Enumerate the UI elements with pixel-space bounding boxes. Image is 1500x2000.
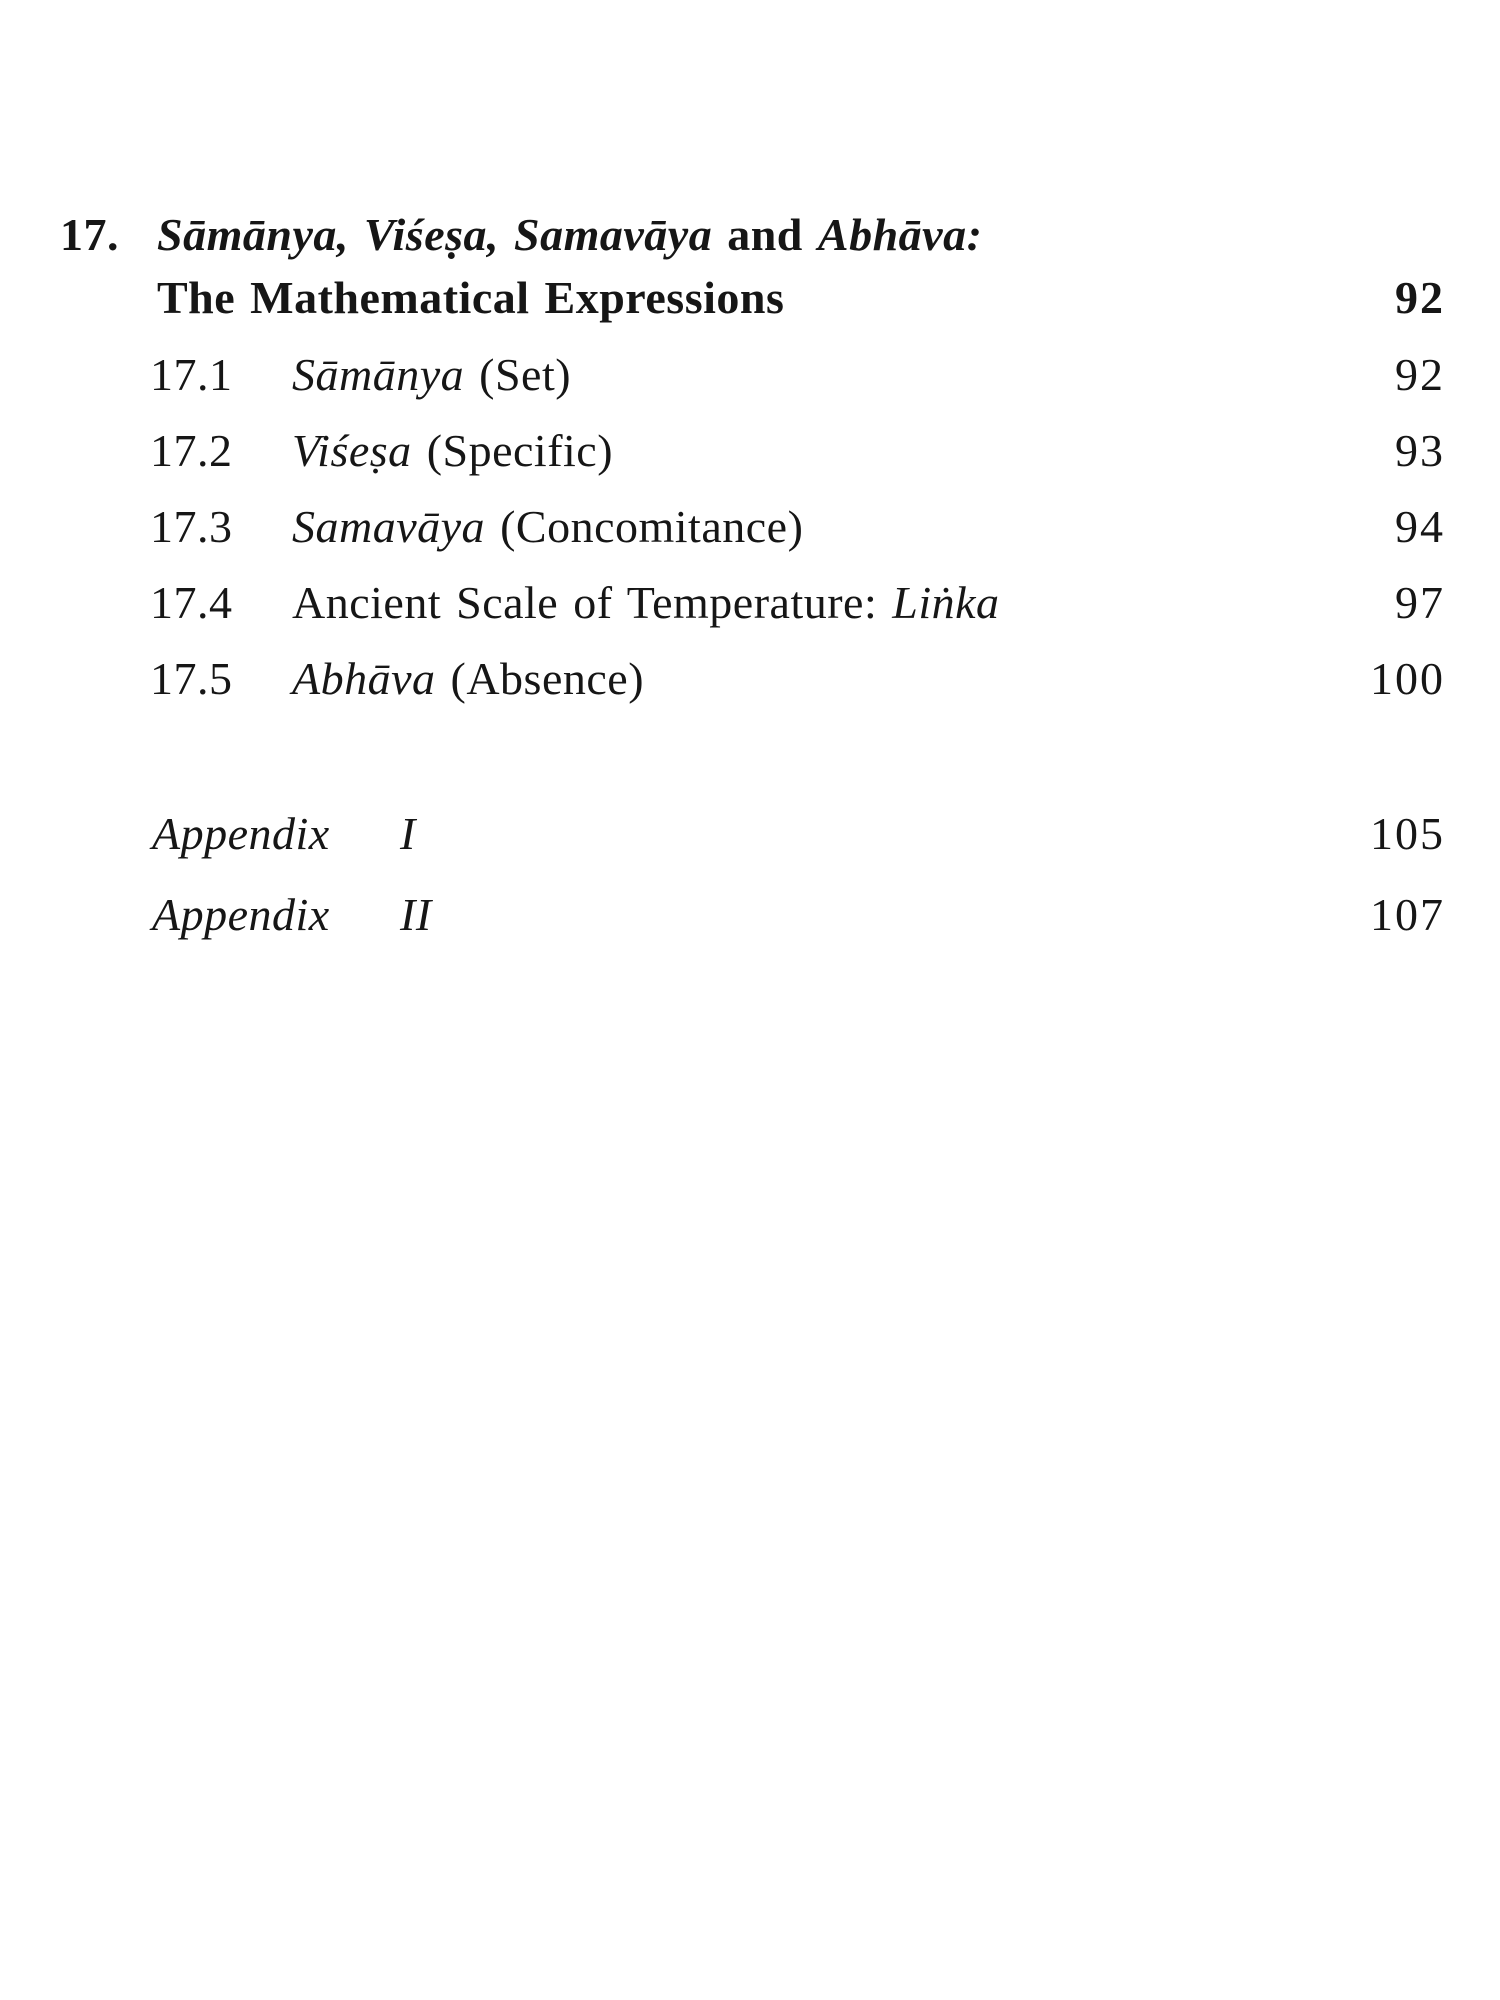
section-title-segment: (Specific) [411, 425, 614, 476]
section-title-segment: Abhāva [292, 653, 436, 704]
section-title-segment: Ancient Scale of Temperature: [292, 577, 893, 628]
chapter-title-segment: and [712, 209, 818, 260]
page-number: 92 [1395, 349, 1445, 400]
chapter-title-line2: The Mathematical Expressions [157, 272, 785, 323]
chapter-heading-line1: 17. Sāmānya, Viśeṣa, Samavāya and Abhāva… [0, 205, 1500, 269]
appendix-numeral: II [400, 889, 432, 940]
chapter-number: 17. [60, 209, 119, 260]
section-number: 17.2 [150, 425, 233, 476]
section-title: Abhāva (Absence) [292, 649, 644, 709]
toc-row-17-3: 17.3 Samavāya (Concomitance) 94 [0, 497, 1500, 561]
page-number: 92 [1395, 272, 1445, 323]
page-number: 94 [1395, 501, 1445, 552]
section-title-segment: (Concomitance) [485, 501, 804, 552]
section-title: Samavāya (Concomitance) [292, 497, 803, 557]
section-number: 17.3 [150, 501, 233, 552]
section-title: Sāmānya (Set) [292, 345, 571, 405]
section-title-segment: Samavāya [292, 501, 486, 552]
section-number: 17.1 [150, 349, 233, 400]
page-number: 105 [1370, 808, 1445, 859]
toc-row-17-4: 17.4 Ancient Scale of Temperature: Liṅka… [0, 573, 1500, 637]
toc-row-17-1: 17.1 Sāmānya (Set) 92 [0, 345, 1500, 409]
section-title-segment: (Absence) [435, 653, 645, 704]
appendix-label: Appendix [152, 808, 330, 859]
section-title-segment: Viśeṣa [292, 425, 412, 476]
page-number: 100 [1370, 653, 1445, 704]
page-number: 107 [1370, 889, 1445, 940]
appendix-label: Appendix [152, 889, 330, 940]
section-title: Viśeṣa (Specific) [292, 421, 613, 481]
section-number: 17.5 [150, 653, 233, 704]
appendix-numeral: I [400, 808, 416, 859]
page-number: 93 [1395, 425, 1445, 476]
section-title: Ancient Scale of Temperature: Liṅka [292, 573, 1000, 633]
section-number: 17.4 [150, 577, 233, 628]
toc-row-appendix-2: Appendix II 107 [0, 885, 1500, 949]
section-title-segment: Liṅka [892, 577, 1000, 628]
chapter-title-line1: Sāmānya, Viśeṣa, Samavāya and Abhāva: [157, 205, 982, 265]
toc-row-17-5: 17.5 Abhāva (Absence) 100 [0, 649, 1500, 713]
section-title-segment: (Set) [464, 349, 572, 400]
page-number: 97 [1395, 577, 1445, 628]
toc-row-17-2: 17.2 Viśeṣa (Specific) 93 [0, 421, 1500, 485]
chapter-heading-line2: The Mathematical Expressions 92 [0, 268, 1500, 332]
toc-row-appendix-1: Appendix I 105 [0, 804, 1500, 868]
chapter-title-segment: Sāmānya, Viśeṣa, Samavāya [157, 209, 713, 260]
chapter-title-segment: Abhāva: [817, 209, 983, 260]
section-title-segment: Sāmānya [292, 349, 465, 400]
